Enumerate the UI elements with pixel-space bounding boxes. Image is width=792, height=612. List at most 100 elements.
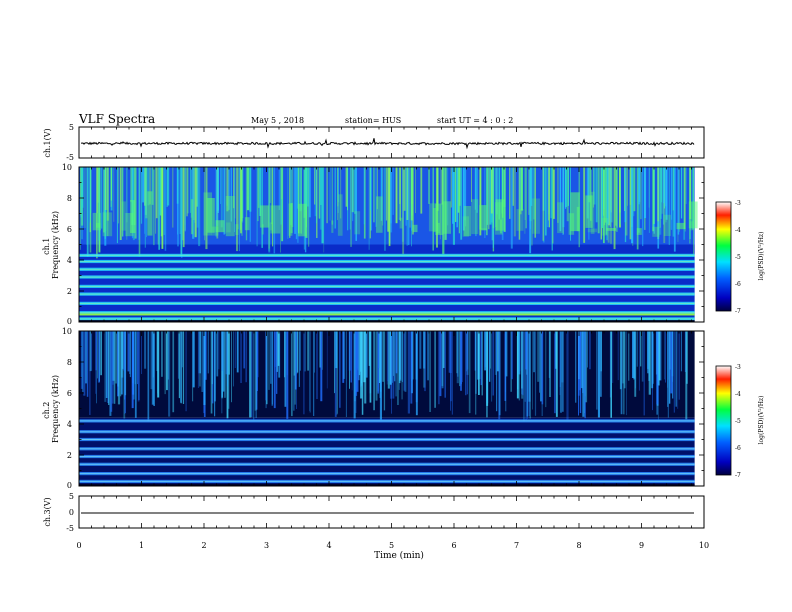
spectrogram-streak	[640, 167, 642, 220]
ch1-ytick-10: 10	[62, 163, 72, 172]
spectrogram-streak	[432, 167, 434, 251]
ch1-spectrogram-panel: 0 2 4 6 8 10 ch.1 Frequency (kHz)	[42, 163, 705, 326]
spectrogram-streak	[196, 167, 198, 207]
spectrogram-streak	[672, 167, 675, 237]
spectrogram-streak	[134, 331, 137, 385]
spectrogram-streak	[386, 331, 388, 385]
ch2-cbar-tick--6: -6	[735, 445, 741, 452]
spectrogram-streak	[474, 331, 476, 371]
spectrogram-streak	[660, 167, 663, 203]
ch1-colorbar: -3 -4 -5 -6 -7 log(PSD)(V²/Hz)	[715, 200, 765, 315]
spectrogram-streak	[321, 331, 323, 370]
spectrogram-streak	[549, 331, 551, 397]
spectrogram-streak	[444, 167, 447, 240]
spectrogram-streak	[610, 167, 612, 244]
spectrogram-streak	[251, 331, 253, 417]
spectrogram-streak	[84, 167, 86, 228]
spectrogram-streak	[375, 167, 377, 227]
spectrogram-streak	[490, 167, 493, 214]
spectrogram-streak	[638, 167, 640, 205]
spectrogram-streak	[313, 331, 315, 416]
spectrogram-patch	[557, 202, 564, 234]
spectrogram-streak	[343, 331, 346, 379]
spectrogram-streak	[603, 167, 605, 244]
spectrogram-streak	[286, 331, 289, 419]
spectrogram-streak	[224, 167, 226, 234]
spectrogram-streak	[665, 167, 668, 220]
spectrogram-streak	[286, 331, 288, 376]
spectrogram-streak	[509, 167, 511, 219]
spectrogram-streak	[226, 167, 229, 212]
spectrogram-streak	[626, 331, 627, 416]
spectrogram-patch	[297, 203, 307, 237]
spectrogram-streak	[95, 331, 97, 371]
spectrogram-streak	[164, 331, 166, 395]
ch2-ytick-10: 10	[62, 327, 72, 336]
ch2-cbar-tick--4: -4	[735, 391, 741, 398]
spectrogram-streak	[186, 167, 189, 214]
spectrogram-streak	[656, 331, 659, 405]
spectrogram-streak	[612, 331, 614, 383]
spectrogram-patch	[590, 191, 595, 234]
spectrogram-streak	[401, 331, 403, 400]
spectrogram-streak	[596, 331, 598, 410]
spectrogram-streak	[450, 331, 453, 402]
spectrogram-streak	[257, 331, 259, 378]
spectrogram-streak	[166, 167, 168, 207]
spectrogram-streak	[415, 331, 418, 416]
spectrogram-streak	[498, 331, 501, 416]
start-time-label: start UT = 4 : 0 : 2	[437, 116, 513, 125]
spectrogram-streak	[627, 167, 628, 206]
spectrogram-streak	[633, 331, 635, 380]
spectrogram-streak	[284, 331, 287, 407]
spectrogram-streak	[223, 167, 225, 235]
spectrogram-streak	[181, 331, 183, 368]
ch3-ytick-bottom: -5	[66, 524, 74, 533]
spectrogram-streak	[110, 331, 113, 412]
spectrogram-streak	[678, 331, 680, 400]
spectrogram-patch	[225, 196, 235, 237]
spectrogram-patch	[601, 217, 609, 236]
spectrogram-patch	[102, 212, 113, 237]
ch1-waveform-ticks	[78, 127, 705, 158]
spectrogram-streak	[83, 331, 86, 396]
spectrogram-streak	[481, 331, 483, 396]
spectrogram-streak	[168, 331, 171, 417]
spectrogram-streak	[113, 167, 115, 222]
spectrogram-streak	[198, 167, 201, 247]
spectrogram-streak	[121, 331, 123, 395]
spectrogram-streak	[490, 331, 491, 369]
spectrogram-streak	[239, 167, 240, 252]
spectrogram-streak	[567, 167, 569, 206]
spectrogram-streak	[566, 167, 569, 222]
spectrogram-streak	[633, 331, 636, 379]
spectrogram-streak	[448, 331, 450, 373]
spectrogram-streak	[155, 167, 158, 219]
spectrogram-streak	[205, 167, 208, 250]
spectrogram-streak	[110, 167, 112, 201]
spectrogram-streak	[559, 167, 562, 232]
spectrogram-streak	[96, 167, 98, 259]
spectrogram-streak	[239, 167, 242, 234]
spectrogram-streak	[97, 167, 99, 214]
spectrogram-streak	[326, 331, 328, 389]
spectrogram-streak	[122, 167, 124, 237]
spectrogram-streak	[578, 331, 581, 391]
spectrogram-streak	[460, 167, 463, 240]
x-tick-label-6: 6	[451, 541, 456, 550]
spectrogram-streak	[350, 331, 352, 383]
spectrogram-streak	[241, 167, 244, 219]
spectrogram-band-core	[79, 480, 695, 482]
spectrogram-streak	[296, 331, 297, 409]
spectrogram-streak	[326, 167, 328, 224]
spectrogram-streak	[157, 331, 158, 394]
spectrogram-streak	[339, 331, 341, 408]
spectrogram-streak	[172, 167, 174, 228]
spectrogram-streak	[524, 167, 526, 234]
spectrogram-streak	[373, 167, 375, 223]
spectrogram-streak	[153, 331, 155, 406]
spectrogram-streak	[552, 167, 554, 244]
spectrogram-patch	[211, 226, 219, 236]
x-tick-label-3: 3	[264, 541, 269, 550]
spectrogram-streak	[664, 331, 665, 380]
